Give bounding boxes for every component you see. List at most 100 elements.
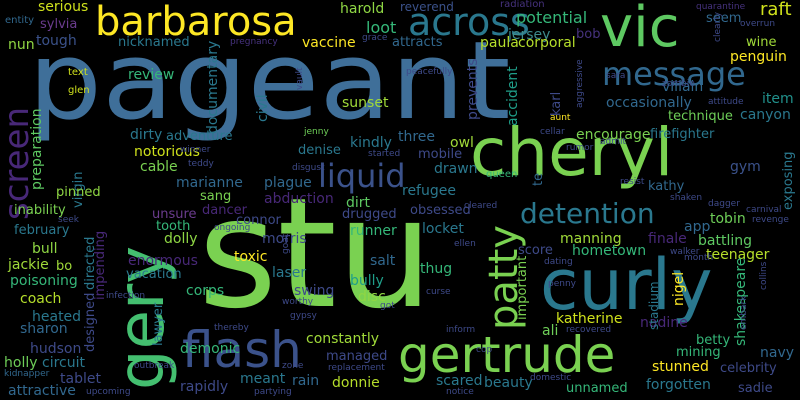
word-admit: admit xyxy=(600,137,627,147)
word-manning: manning xyxy=(560,231,622,247)
word-bo: bo xyxy=(56,259,73,274)
word-teenager: teenager xyxy=(706,247,770,263)
word-ongoing: ongoing xyxy=(214,223,251,233)
word-seek: seek xyxy=(58,215,79,225)
word-harold: harold xyxy=(340,1,385,17)
word-sharon: sharon xyxy=(20,321,68,337)
word-dagger: dagger xyxy=(708,199,740,209)
word-recovered: recovered xyxy=(566,325,612,335)
word-runner: runner xyxy=(350,223,397,239)
word-item: item xyxy=(762,91,794,107)
word-toxic: toxic xyxy=(234,249,268,265)
word-ali: ali xyxy=(542,323,559,339)
word-morris: morris xyxy=(262,231,307,247)
word-pageant: pageant xyxy=(28,19,511,144)
word-pregnancy: pregnancy xyxy=(230,37,278,47)
word-prevents: prevents xyxy=(465,58,481,120)
word-nun: nun xyxy=(8,37,35,53)
word-ellen: ellen xyxy=(454,239,476,249)
word-app: app xyxy=(684,219,711,235)
word-thereby: thereby xyxy=(214,323,249,333)
word-infection: infection xyxy=(106,291,146,301)
word-refugee: refugee xyxy=(402,183,456,199)
word-villain: villain xyxy=(662,79,704,95)
word-hometown: hometown xyxy=(572,243,647,259)
word-got: got xyxy=(380,301,395,311)
word-thug: thug xyxy=(420,261,453,277)
word-locket: locket xyxy=(422,221,464,237)
word-attracts: attracts xyxy=(392,35,443,50)
word-entity: entity xyxy=(5,15,35,26)
word-clearly: clearly xyxy=(713,11,723,42)
word-rapidly: rapidly xyxy=(180,379,229,395)
word-winner: winner xyxy=(180,145,211,155)
word-plague: plague xyxy=(264,175,312,191)
word-curly: curly xyxy=(540,244,713,326)
word-tobin: tobin xyxy=(710,211,746,227)
word-attitude: attitude xyxy=(708,97,744,107)
word-civil: civil xyxy=(255,94,271,122)
word-mining: mining xyxy=(676,345,721,360)
word-marianne: marianne xyxy=(176,175,243,191)
word-jackie: jackie xyxy=(8,257,49,273)
word-cable: cable xyxy=(140,159,178,175)
word-technique: technique xyxy=(668,109,733,124)
word-shaken: shaken xyxy=(670,193,703,203)
word-disgust: disgust xyxy=(292,163,325,173)
word-liquid: liquid xyxy=(318,157,406,195)
word-firefighter: firefighter xyxy=(650,127,715,142)
word-betty: betty xyxy=(696,333,731,348)
word-loot: loot xyxy=(366,18,397,37)
word-kidnapper: kidnapper xyxy=(4,369,50,379)
word-text: text xyxy=(68,67,88,78)
word-owl: owl xyxy=(450,135,474,151)
word-enormous: enormous xyxy=(128,253,198,269)
word-worthy: worthy xyxy=(282,297,314,307)
word-penguin: penguin xyxy=(730,49,787,65)
word-salt: salt xyxy=(370,253,396,269)
word-demonic: demonic xyxy=(180,341,241,357)
word-bull: bull xyxy=(32,241,58,257)
word-cop: cop xyxy=(476,345,493,355)
word-connor: connor xyxy=(236,213,281,228)
word-teddy: teddy xyxy=(188,159,214,169)
word-sara: sara xyxy=(606,71,626,81)
word-across: across xyxy=(408,0,530,44)
word-laser: laser xyxy=(272,265,307,281)
word-pinned: pinned xyxy=(56,185,101,200)
word-reverend: reverend xyxy=(400,0,454,14)
word-bully: bully xyxy=(350,273,384,289)
word-vaccine: vaccine xyxy=(302,35,356,51)
word-seem: seem xyxy=(706,11,742,26)
word-meant: meant xyxy=(240,371,286,387)
word-february: february xyxy=(14,223,70,238)
word-corps: corps xyxy=(186,283,225,299)
word-grace: grace xyxy=(362,33,388,43)
word-inform: inform xyxy=(446,325,476,335)
word-partying: partying xyxy=(254,387,292,397)
word-te: te xyxy=(531,172,546,186)
word-dancer: dancer xyxy=(202,203,247,218)
word-resist: resist xyxy=(620,177,645,187)
word-wine: wine xyxy=(746,35,777,50)
word-score: score xyxy=(518,243,553,258)
word-rumor: rumor xyxy=(566,143,594,153)
word-heated: heated xyxy=(32,309,82,325)
word-overrun: overrun xyxy=(740,19,776,29)
word-navy: navy xyxy=(760,345,795,361)
word-flash: flash xyxy=(182,321,302,379)
word-sunset: sunset xyxy=(342,95,389,111)
word-obsessed: obsessed xyxy=(410,203,471,218)
word-scared: scared xyxy=(436,373,483,389)
word-unnamed: unnamed xyxy=(566,381,628,396)
word-kindly: kindly xyxy=(350,135,392,151)
word-tablet: tablet xyxy=(60,371,101,387)
word-adventure: adventure xyxy=(166,129,233,144)
word-coach: coach xyxy=(20,291,62,307)
word-important: important xyxy=(515,255,530,320)
word-kathy: kathy xyxy=(648,179,685,194)
word-goat: goat xyxy=(281,233,291,254)
word-directed: directed xyxy=(83,236,98,290)
word-drugged: drugged xyxy=(342,207,397,222)
